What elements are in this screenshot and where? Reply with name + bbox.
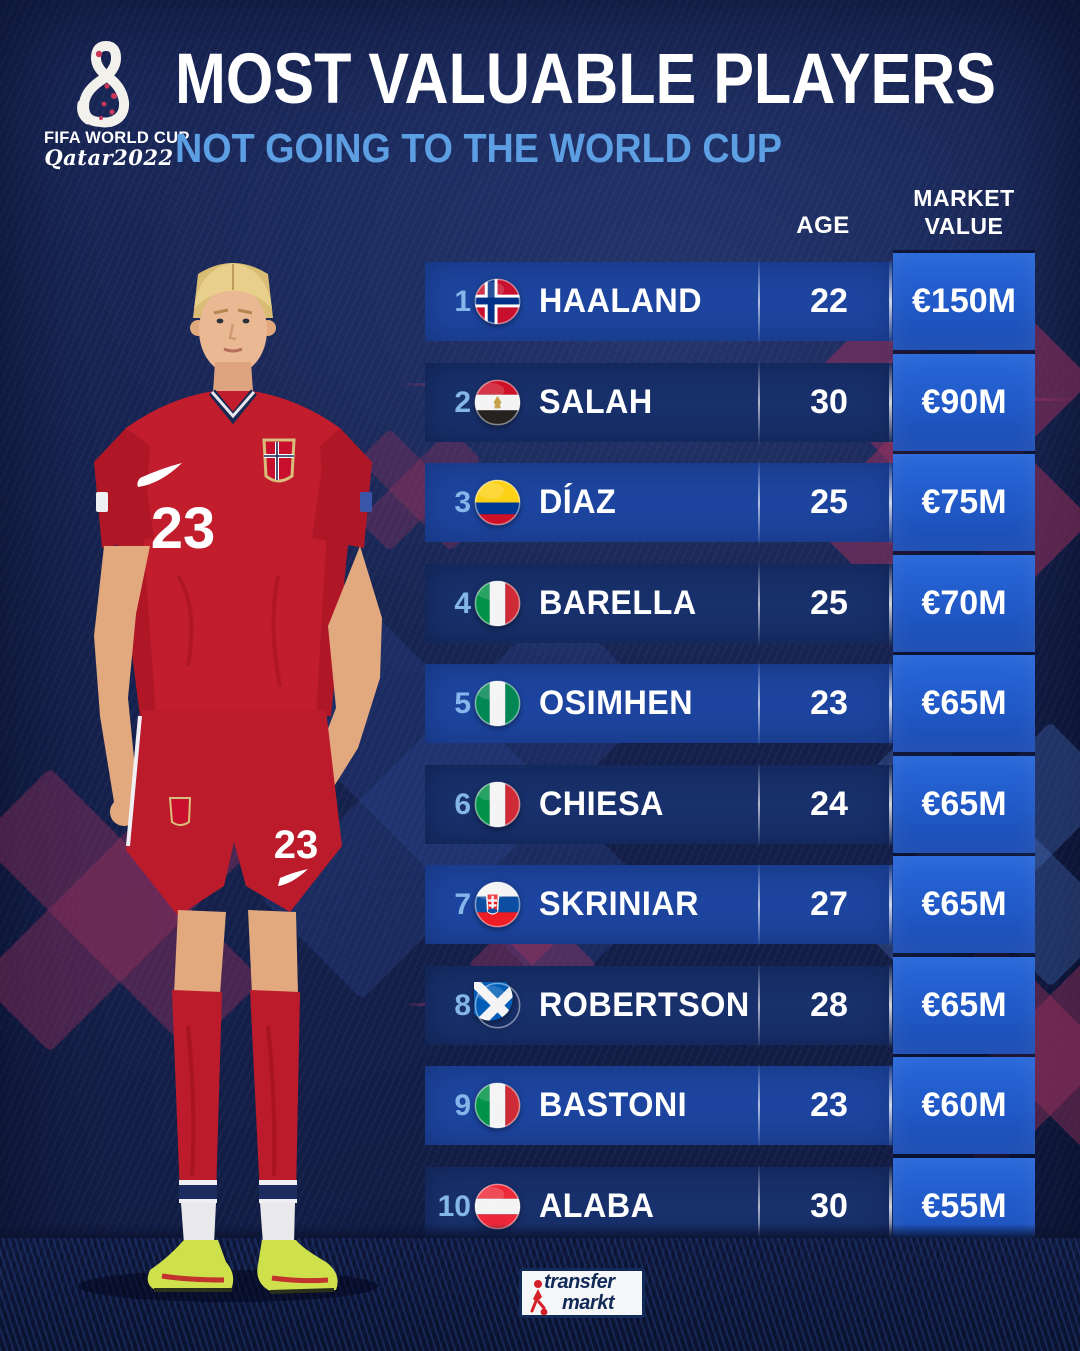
transfermarkt-wordmark-bottom: markt <box>562 1292 614 1314</box>
flag-icon-italy <box>474 781 521 828</box>
flag-icon-italy <box>474 580 521 627</box>
rank-label: 3 <box>454 485 471 519</box>
table-row: 9 BASTONI 23 <box>425 1062 893 1149</box>
player-name: SKRINIAR <box>539 885 699 923</box>
player-name: BASTONI <box>539 1086 688 1124</box>
table-row: 5 OSIMHEN 23 <box>425 660 893 747</box>
column-divider <box>758 359 760 446</box>
column-divider <box>758 861 760 948</box>
column-divider <box>758 1062 760 1149</box>
flag-icon-italy <box>474 1082 521 1129</box>
player-name: ALABA <box>539 1187 655 1225</box>
table-row: 1 HAALAND 22 <box>425 258 893 345</box>
world-cup-emblem-icon <box>77 40 130 128</box>
player-photo: 23 23 <box>78 263 382 1302</box>
rank-label: 8 <box>454 988 471 1022</box>
player-name: CHIESA <box>539 785 664 823</box>
age-value: 22 <box>810 282 848 320</box>
market-value-cell: €90M <box>889 354 1035 451</box>
column-header-age: AGE <box>796 212 850 239</box>
flag-icon-nigeria <box>474 680 521 727</box>
qatar-2022-wordmark: Qatar2022 <box>44 145 174 171</box>
flag-icon-colombia <box>474 479 521 526</box>
flag-icon-italy <box>474 1082 521 1129</box>
page-subtitle: NOT GOING TO THE WORLD CUP <box>175 125 783 171</box>
rank-label: 7 <box>454 887 471 921</box>
transfermarkt-kicker-icon <box>530 1280 548 1316</box>
age-value: 28 <box>810 986 848 1024</box>
market-value-cell: €65M <box>889 856 1035 953</box>
age-value: 23 <box>810 684 848 722</box>
fifa-world-cup-logo: FIFA WORLD CUP Qatar2022 <box>44 34 190 176</box>
flag-icon-austria <box>474 1183 521 1230</box>
market-value-cell: €65M <box>889 756 1035 853</box>
svg-text:23: 23 <box>151 496 216 561</box>
table-row: 4 BARELLA 25 <box>425 560 893 647</box>
age-value: 24 <box>810 785 848 823</box>
page-title: MOST VALUABLE PLAYERS <box>175 40 997 119</box>
table-row: 3 DÍAZ 25 <box>425 459 893 546</box>
rank-label: 4 <box>454 586 471 620</box>
player-name: SALAH <box>539 383 653 421</box>
table-row: 2 SALAH 30 <box>425 359 893 446</box>
flag-icon-austria <box>474 1183 521 1230</box>
flag-icon-italy <box>474 580 521 627</box>
player-name: ROBERTSON <box>539 986 750 1024</box>
flag-icon-norway <box>474 278 521 325</box>
player-name: OSIMHEN <box>539 684 694 722</box>
table-row: 7 SKRINIAR 27 <box>425 861 893 948</box>
flag-icon-slovakia <box>474 881 521 928</box>
rank-label: 9 <box>454 1088 471 1122</box>
flag-icon-slovakia <box>474 881 521 928</box>
player-name: DÍAZ <box>539 483 617 521</box>
market-value-cell: €150M <box>889 253 1035 350</box>
age-value: 27 <box>810 885 848 923</box>
flag-icon-nigeria <box>474 680 521 727</box>
column-divider <box>758 962 760 1049</box>
fifa-wordmark: FIFA WORLD CUP <box>44 129 190 147</box>
market-value-cell: €70M <box>889 555 1035 652</box>
column-divider <box>758 1163 760 1250</box>
flag-icon-egypt <box>474 379 521 426</box>
column-divider <box>758 258 760 345</box>
column-divider <box>758 660 760 747</box>
flag-icon-italy <box>474 781 521 828</box>
flag-icon-scotland <box>474 982 521 1029</box>
age-value: 25 <box>810 483 848 521</box>
market-value-cell: €75M <box>889 454 1035 551</box>
age-value: 23 <box>810 1086 848 1124</box>
svg-text:23: 23 <box>274 823 319 867</box>
market-value-cell: €65M <box>889 655 1035 752</box>
flag-icon-egypt <box>474 379 521 426</box>
table-row: 6 CHIESA 24 <box>425 761 893 848</box>
rank-label: 6 <box>454 787 471 821</box>
flag-icon-scotland <box>474 982 521 1029</box>
flag-icon-colombia <box>474 479 521 526</box>
market-value-cell: €65M <box>889 957 1035 1054</box>
market-value-cell: €60M <box>889 1057 1035 1154</box>
column-divider <box>758 560 760 647</box>
age-value: 25 <box>810 584 848 622</box>
column-header-market-value: MARKET VALUE <box>913 185 1015 239</box>
player-name: BARELLA <box>539 584 697 622</box>
rank-label: 1 <box>454 284 471 318</box>
rank-label: 5 <box>454 686 471 720</box>
rank-label: 10 <box>437 1189 471 1223</box>
table-row: 8 ROBERTSON 28 <box>425 962 893 1049</box>
column-divider <box>758 761 760 848</box>
transfermarkt-logo: transfer markt <box>519 1268 645 1318</box>
player-name: HAALAND <box>539 282 703 320</box>
age-value: 30 <box>810 383 848 421</box>
column-divider <box>758 459 760 546</box>
rank-label: 2 <box>454 385 471 419</box>
transfermarkt-wordmark-top: transfer <box>544 1271 615 1293</box>
flag-icon-norway <box>474 278 521 325</box>
age-value: 30 <box>810 1187 848 1225</box>
